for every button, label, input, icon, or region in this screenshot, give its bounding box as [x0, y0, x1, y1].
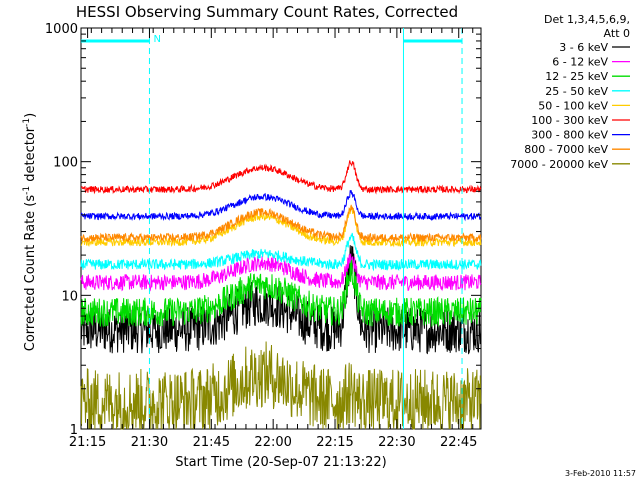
legend-label-8: 7000 - 20000 keV [510, 158, 608, 171]
chart-title: HESSI Observing Summary Count Rates, Cor… [76, 3, 458, 21]
legend-label-3: 25 - 50 keV [545, 85, 608, 98]
x-axis-ticks: 21:15 21:30 21:45 22:00 22:15 22:30 22:45 [69, 28, 477, 450]
y-axis-label-sup1: -1 [22, 186, 32, 195]
legend-header-1: Det 1,3,4,5,6,9, [544, 13, 630, 26]
x-tick-label-4: 22:15 [316, 435, 353, 450]
y-axis-label-sup2: -1 [22, 118, 32, 127]
series-line-1 [80, 253, 482, 292]
x-axis-label: Start Time (20-Sep-07 21:13:22) [175, 455, 386, 470]
plot-area: N 1 10 100 1000 21:15 21:30 21:45 22:00 22:15 22… [45, 22, 482, 450]
series-line-3 [80, 232, 482, 272]
plot-frame [80, 27, 482, 430]
y-axis-label-part1: Corrected Count Rate (s [23, 195, 38, 352]
x-tick-label-2: 21:45 [193, 435, 230, 450]
y-axis-ticks: 1 10 100 1000 [45, 22, 481, 438]
series-layer [80, 160, 482, 430]
y-tick-label-1: 10 [61, 289, 78, 304]
y-tick-label-3: 1000 [45, 22, 78, 37]
y-tick-label-2: 100 [53, 156, 78, 171]
legend-label-7: 800 - 7000 keV [524, 143, 608, 156]
x-tick-label-3: 22:00 [254, 435, 291, 450]
x-tick-label-0: 21:15 [69, 435, 106, 450]
footer-timestamp: 3-Feb-2010 11:57 [565, 469, 636, 478]
legend-label-5: 100 - 300 keV [531, 114, 608, 127]
legend-label-6: 300 - 800 keV [531, 129, 608, 142]
legend-label-1: 6 - 12 keV [552, 56, 608, 69]
series-line-8 [80, 341, 482, 430]
y-axis-label-part3: ) [23, 113, 38, 118]
series-line-7 [80, 204, 482, 243]
series-line-5 [80, 160, 482, 195]
y-axis-label: Corrected Count Rate (s-1 detector-1) [22, 113, 38, 351]
series-line-2 [80, 259, 482, 327]
x-tick-label-6: 22:45 [440, 435, 477, 450]
series-line-6 [80, 190, 481, 222]
legend-header-2: Att 0 [604, 27, 630, 40]
legend: Det 1,3,4,5,6,9, Att 0 3 - 6 keV 6 - 12 k… [510, 13, 630, 171]
legend-label-2: 12 - 25 keV [545, 70, 608, 83]
x-tick-label-1: 21:30 [131, 435, 168, 450]
legend-label-4: 50 - 100 keV [538, 99, 608, 112]
series-line-4 [80, 205, 482, 248]
night-marker-label: N [153, 34, 160, 45]
y-tick-label-0: 1 [70, 423, 78, 438]
legend-label-0: 3 - 6 keV [559, 41, 608, 54]
x-tick-label-5: 22:30 [378, 435, 415, 450]
y-axis-label-part2: detector [23, 126, 38, 186]
marker-layer: N [81, 28, 463, 429]
